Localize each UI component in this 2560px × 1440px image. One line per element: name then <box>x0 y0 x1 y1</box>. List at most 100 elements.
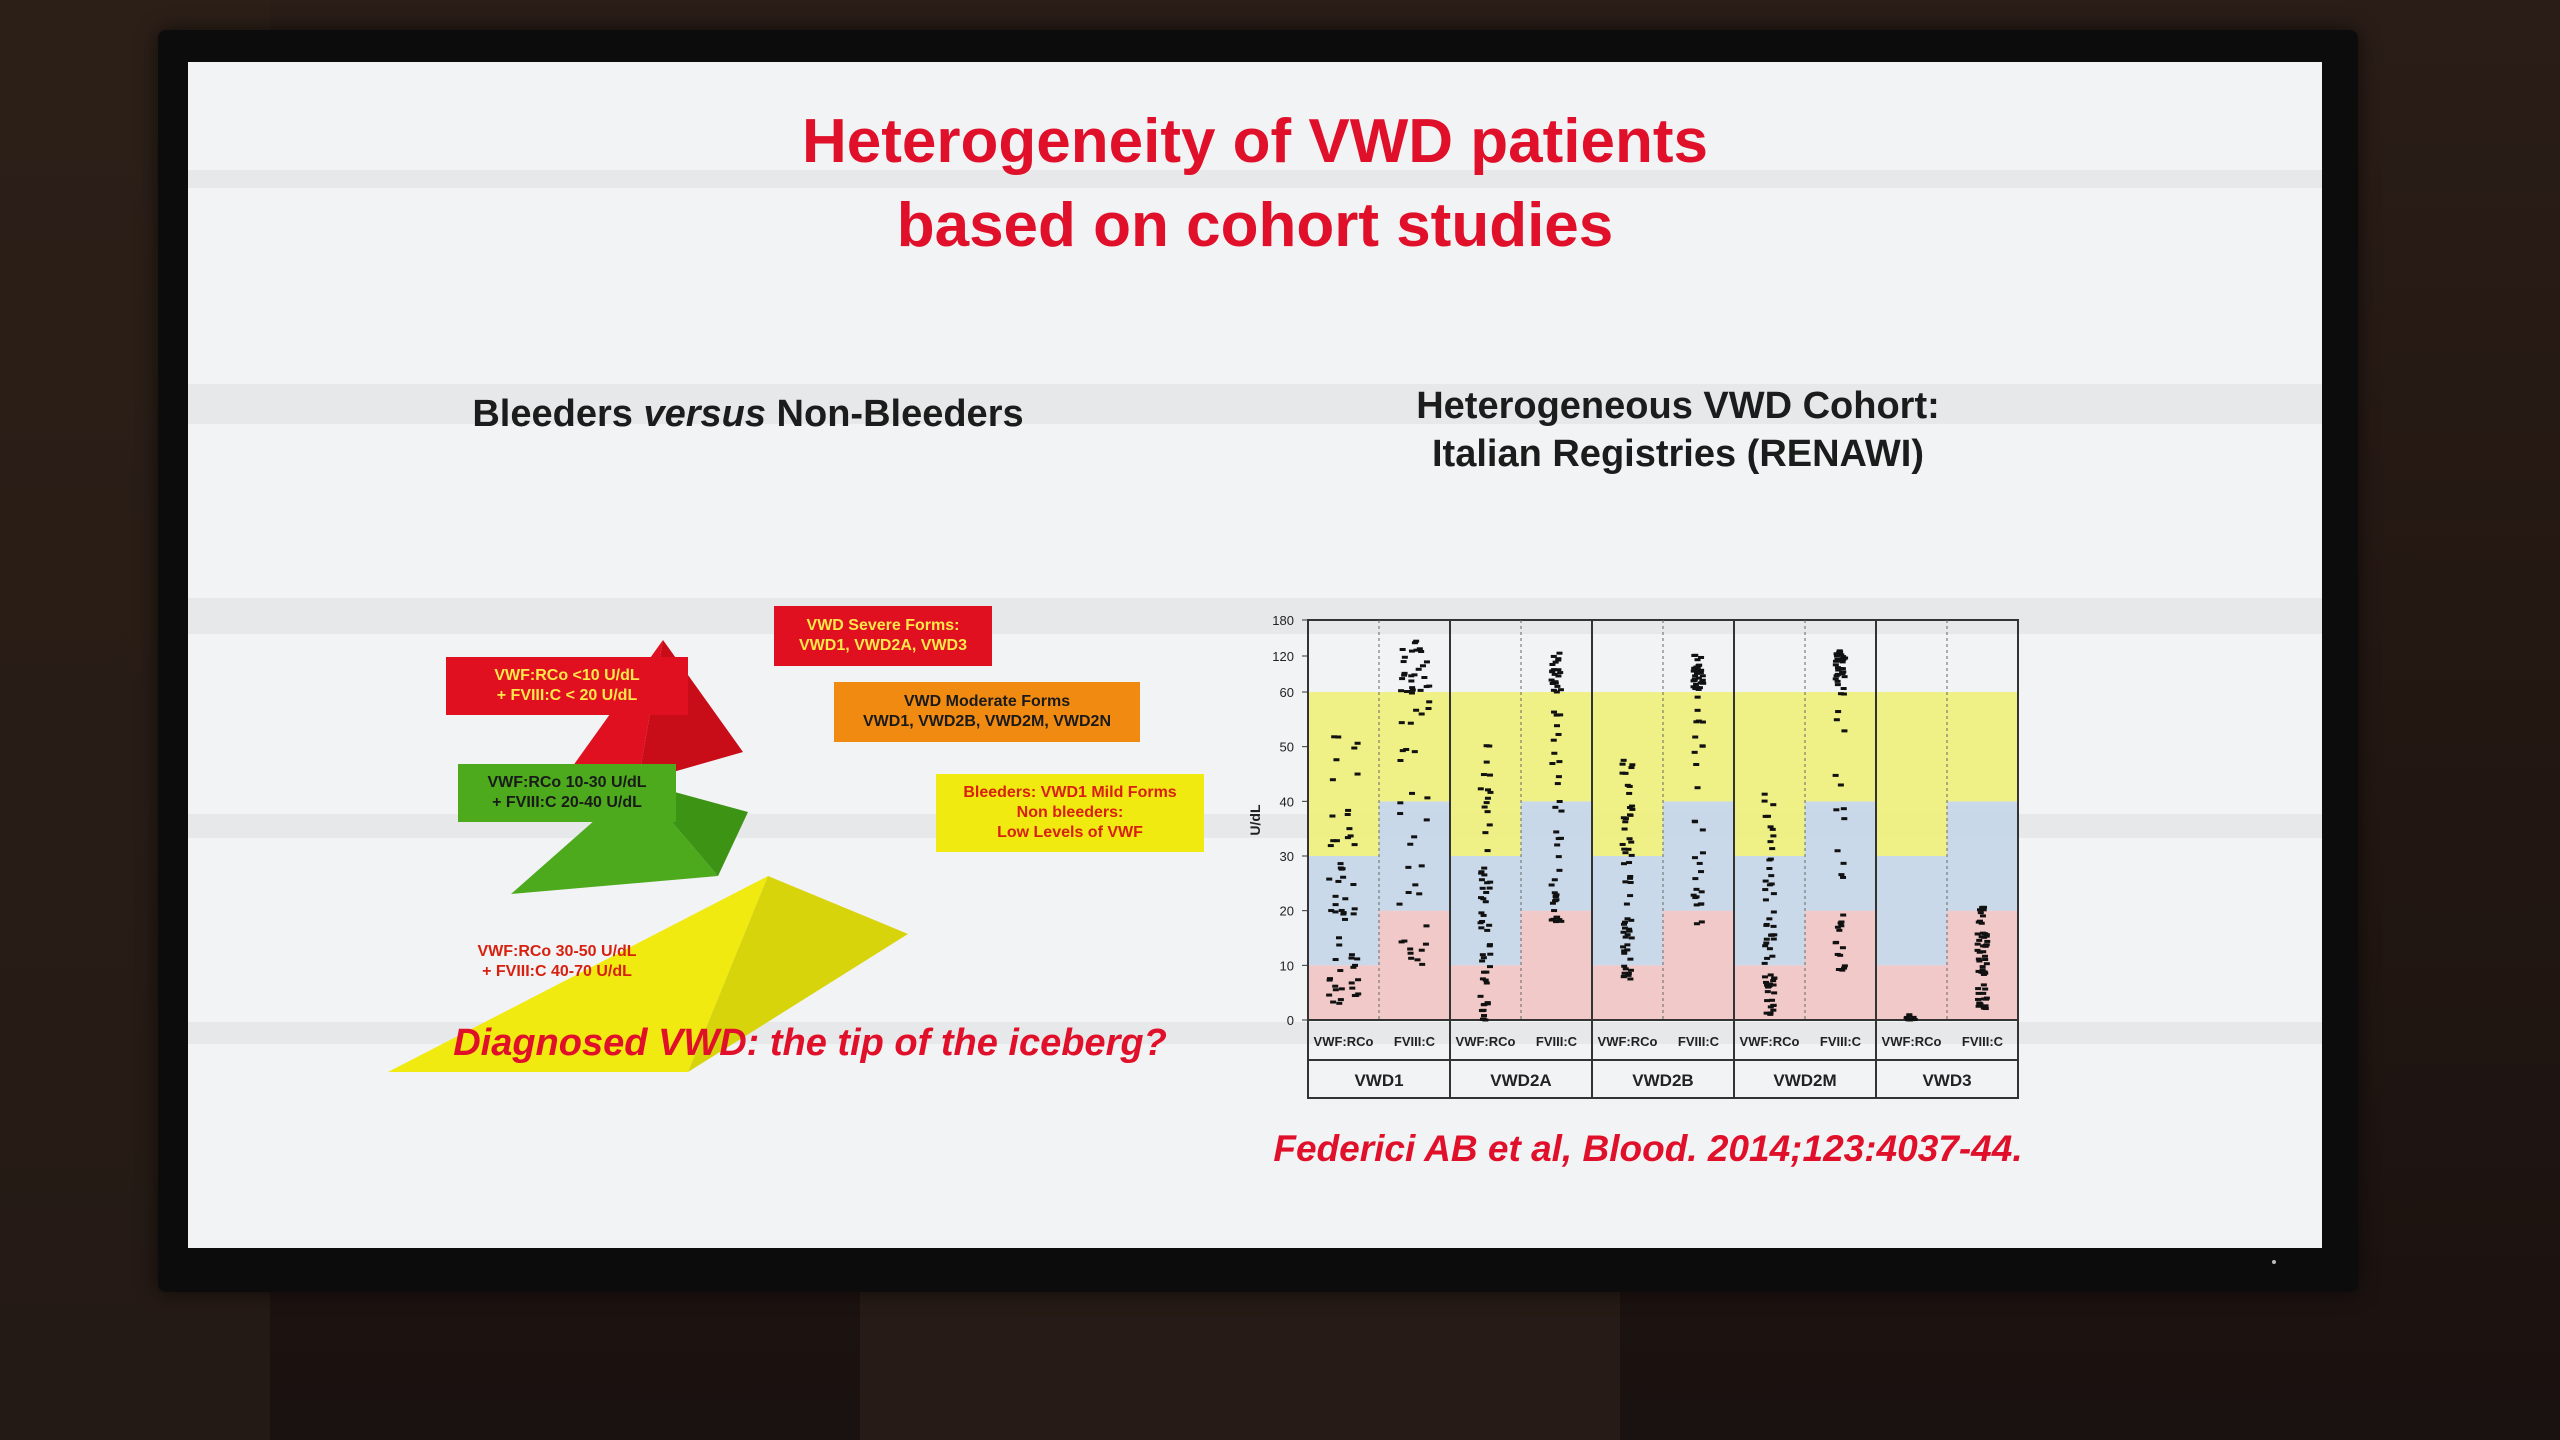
data-point <box>1619 762 1626 766</box>
data-point <box>1408 674 1415 678</box>
data-point <box>1976 938 1983 942</box>
data-point <box>1338 987 1345 991</box>
data-point <box>1555 674 1562 678</box>
data-point <box>1482 900 1489 904</box>
group-label: VWD3 <box>1922 1071 1971 1090</box>
data-point <box>1550 738 1557 742</box>
data-point <box>1549 901 1556 905</box>
band-yellow <box>1734 692 1805 856</box>
data-point <box>1623 902 1630 906</box>
data-point <box>1330 839 1337 843</box>
data-point <box>1832 677 1839 681</box>
data-point <box>1627 813 1634 817</box>
band-yellow <box>1947 692 2018 802</box>
data-point <box>1426 684 1433 688</box>
data-point <box>1769 954 1776 958</box>
data-point <box>1549 662 1556 666</box>
data-point <box>1979 965 1986 969</box>
data-point <box>1832 773 1839 777</box>
data-point <box>1839 968 1846 972</box>
data-point <box>1691 856 1698 860</box>
data-point <box>1335 735 1342 739</box>
data-point <box>1771 991 1778 995</box>
data-point <box>1628 853 1635 857</box>
data-point <box>1833 652 1840 656</box>
data-point <box>1354 957 1361 961</box>
data-point <box>1551 909 1558 913</box>
data-point <box>1974 948 1981 952</box>
band-blue <box>1805 801 1876 911</box>
data-point <box>1762 980 1769 984</box>
data-point <box>1621 827 1628 831</box>
data-point <box>1398 721 1405 725</box>
pyramid-green-front <box>511 782 718 894</box>
data-point <box>1692 877 1699 881</box>
data-point <box>1627 957 1634 961</box>
data-point <box>1833 808 1840 812</box>
band-blue <box>1663 801 1734 911</box>
data-point <box>1336 943 1343 947</box>
data-point <box>1354 772 1361 776</box>
data-point <box>1486 965 1493 969</box>
data-point <box>1548 918 1555 922</box>
data-point <box>1326 877 1333 881</box>
data-point <box>1837 953 1844 957</box>
data-point <box>1624 943 1631 947</box>
data-point <box>1557 713 1564 717</box>
data-point <box>1557 688 1564 692</box>
data-point <box>1486 744 1493 748</box>
data-point <box>1549 762 1556 766</box>
data-point <box>1484 1001 1491 1005</box>
column-label: FVIII:C <box>1536 1034 1578 1049</box>
data-point <box>1478 926 1485 930</box>
band-yellow <box>1308 692 1379 856</box>
citation: Federici AB et al, Blood. 2014;123:4037-… <box>1273 1128 2023 1169</box>
data-point <box>1696 686 1703 690</box>
data-point <box>1397 812 1404 816</box>
data-point <box>1768 874 1775 878</box>
y-tick-label: 120 <box>1272 649 1294 664</box>
data-point <box>1401 655 1408 659</box>
data-point <box>1619 842 1626 846</box>
column-label: VWF:RCo <box>1314 1034 1374 1049</box>
data-point <box>1834 925 1841 929</box>
data-point <box>1401 939 1408 943</box>
data-point <box>1620 816 1627 820</box>
data-point <box>1627 880 1634 884</box>
data-point <box>1555 837 1562 841</box>
y-tick-label: 180 <box>1272 613 1294 628</box>
data-point <box>1556 800 1563 804</box>
data-point <box>1911 1018 1918 1022</box>
data-point <box>1480 1008 1487 1012</box>
data-point <box>1425 707 1432 711</box>
left-heading: Bleeders versus Non-Bleeders <box>472 393 1024 435</box>
data-point <box>1699 851 1706 855</box>
data-point <box>1408 649 1415 653</box>
column-label: FVIII:C <box>1820 1034 1862 1049</box>
data-point <box>1690 669 1697 673</box>
presentation-slide: Heterogeneity of VWD patients based on c… <box>188 62 2322 1248</box>
band-yellow <box>1876 692 1947 856</box>
data-point <box>1621 920 1628 924</box>
data-point <box>1769 998 1776 1002</box>
data-point <box>1840 655 1847 659</box>
data-point <box>1835 710 1842 714</box>
data-point <box>1628 936 1635 940</box>
data-point <box>1981 905 1988 909</box>
data-point <box>1354 741 1361 745</box>
data-point <box>1329 814 1336 818</box>
data-point <box>1699 744 1706 748</box>
data-point <box>1624 948 1631 952</box>
data-point <box>1481 1014 1488 1018</box>
data-point <box>1348 981 1355 985</box>
data-point <box>1904 1015 1911 1019</box>
data-point <box>1556 868 1563 872</box>
data-point <box>1841 964 1848 968</box>
data-point <box>1556 760 1563 764</box>
data-point <box>1418 864 1425 868</box>
data-point <box>1621 949 1628 953</box>
data-point <box>1698 870 1705 874</box>
data-point <box>1839 946 1846 950</box>
data-point <box>1486 923 1493 927</box>
data-point <box>1840 875 1847 879</box>
